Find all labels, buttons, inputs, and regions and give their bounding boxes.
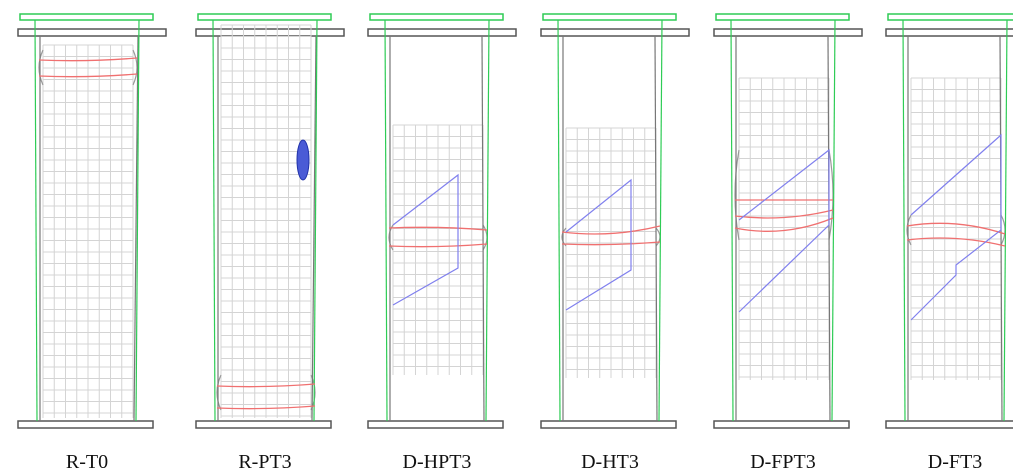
reference-line: [35, 20, 37, 421]
bottom-plate: [18, 421, 153, 428]
reference-line: [903, 20, 905, 421]
specimen: [541, 14, 689, 428]
specimen: [714, 14, 862, 428]
top-rigid-plate: [888, 14, 1013, 20]
top-plate: [196, 29, 344, 36]
bottom-plate: [714, 421, 849, 428]
top-rigid-plate: [20, 14, 153, 20]
bottom-plate: [196, 421, 331, 428]
reference-line: [486, 20, 489, 421]
reference-line: [832, 20, 835, 421]
specimen: [196, 14, 344, 428]
reference-line: [731, 20, 733, 421]
specimen-label: D-HPT3: [403, 451, 472, 473]
specimen-label: D-FPT3: [750, 451, 816, 473]
figure: R-T0 R-PT3 D-HPT3 D-HT3 D-FPT3 D-FT3: [0, 0, 1013, 474]
specimen-label: R-PT3: [238, 451, 291, 473]
bottom-plate: [368, 421, 503, 428]
bottom-plate: [886, 421, 1013, 428]
reference-line: [385, 20, 387, 421]
specimen: [368, 14, 516, 428]
specimen: [18, 14, 166, 428]
top-plate: [714, 29, 862, 36]
bottom-plate: [541, 421, 676, 428]
top-plate: [886, 29, 1013, 36]
reference-line: [213, 20, 215, 421]
reference-line: [659, 20, 662, 421]
top-plate: [368, 29, 516, 36]
top-rigid-plate: [543, 14, 676, 20]
specimen-label: D-HT3: [581, 451, 639, 473]
specimen: [886, 14, 1013, 428]
top-rigid-plate: [370, 14, 503, 20]
page: R-T0R-PT3D-HPT3D-HT3D-FPT3D-FT3 (() => {…: [0, 0, 1013, 474]
reference-line: [558, 20, 560, 421]
reference-line: [1004, 20, 1007, 421]
damage-zone: [297, 140, 309, 180]
top-plate: [541, 29, 689, 36]
top-plate: [18, 29, 166, 36]
specimen-label: R-T0: [66, 451, 108, 473]
top-rigid-plate: [716, 14, 849, 20]
specimen-label: D-FT3: [928, 451, 982, 473]
top-rigid-plate: [198, 14, 331, 20]
